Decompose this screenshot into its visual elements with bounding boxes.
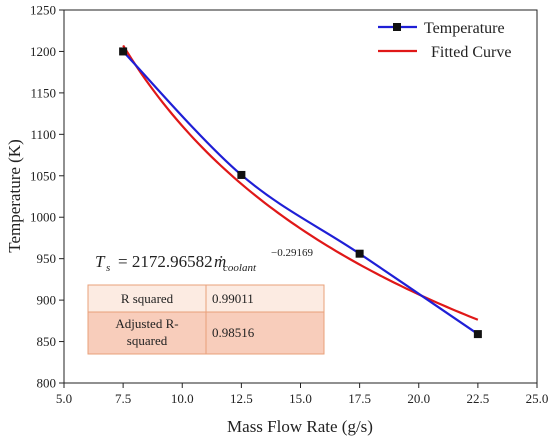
equation-variable-subscript: coolant [223, 262, 257, 274]
temperature-data-point [119, 47, 128, 56]
table-label-adj-r-squared-line1: Adjusted R- [115, 316, 178, 331]
temperature-data-point [355, 249, 364, 258]
legend-temperature-marker [393, 23, 401, 31]
y-tick-label: 950 [37, 251, 57, 266]
y-tick-label: 900 [37, 293, 57, 308]
x-tick-label: 25.0 [526, 391, 549, 406]
x-axis-title: Mass Flow Rate (g/s) [227, 417, 373, 436]
table-label-adj-r-squared-line2: squared [127, 333, 168, 348]
x-axis-ticks: 5.0 7.5 10.0 12.5 15.0 17.5 20.0 22.5 25.0 [56, 383, 549, 406]
plot-frame [63, 9, 538, 384]
table-label-r-squared: R squared [121, 291, 174, 306]
table-value-adj-r-squared: 0.98516 [212, 325, 255, 340]
fit-statistics-table: R squared 0.99011 Adjusted R- squared 0.… [87, 284, 325, 355]
x-tick-label: 12.5 [230, 391, 253, 406]
y-tick-label: 1200 [30, 44, 56, 59]
x-tick-label: 7.5 [115, 391, 131, 406]
x-tick-label: 17.5 [348, 391, 371, 406]
y-axis-ticks: 800 850 900 950 1000 1050 1100 1150 1200 1250 [30, 3, 64, 391]
temperature-line [122, 50, 479, 336]
y-tick-label: 1250 [30, 3, 56, 18]
legend-fitted-curve-label: Fitted Curve [431, 44, 511, 61]
y-tick-label: 850 [37, 334, 57, 349]
equation-rhs: = 2172.96582 [118, 252, 213, 271]
legend-temperature-label: Temperature [424, 20, 505, 37]
temperature-data-point [473, 330, 482, 339]
temperature-data-point [237, 170, 246, 179]
equation-lhs-subscript: s [106, 262, 110, 274]
equation-variable: ṁ [214, 252, 226, 271]
y-tick-label: 1150 [30, 85, 56, 100]
fit-equation: T s = 2172.96582 ṁ coolant −0.29169 [95, 247, 313, 274]
x-tick-label: 5.0 [56, 391, 72, 406]
fitted-curve-line [122, 44, 479, 321]
table-value-r-squared: 0.99011 [212, 291, 254, 306]
y-tick-label: 1100 [30, 127, 56, 142]
y-tick-label: 1050 [30, 168, 56, 183]
y-tick-label: 800 [37, 376, 57, 391]
x-tick-label: 22.5 [467, 391, 490, 406]
equation-exponent: −0.29169 [271, 247, 313, 259]
x-tick-label: 10.0 [171, 391, 194, 406]
x-tick-label: 15.0 [289, 391, 312, 406]
x-tick-label: 20.0 [407, 391, 430, 406]
temperature-markers [119, 47, 482, 339]
equation-lhs: T [95, 252, 106, 271]
y-axis-title: Temperature (K) [5, 139, 24, 253]
legend: Temperature Fitted Curve [378, 20, 511, 61]
y-tick-label: 1000 [30, 210, 56, 225]
